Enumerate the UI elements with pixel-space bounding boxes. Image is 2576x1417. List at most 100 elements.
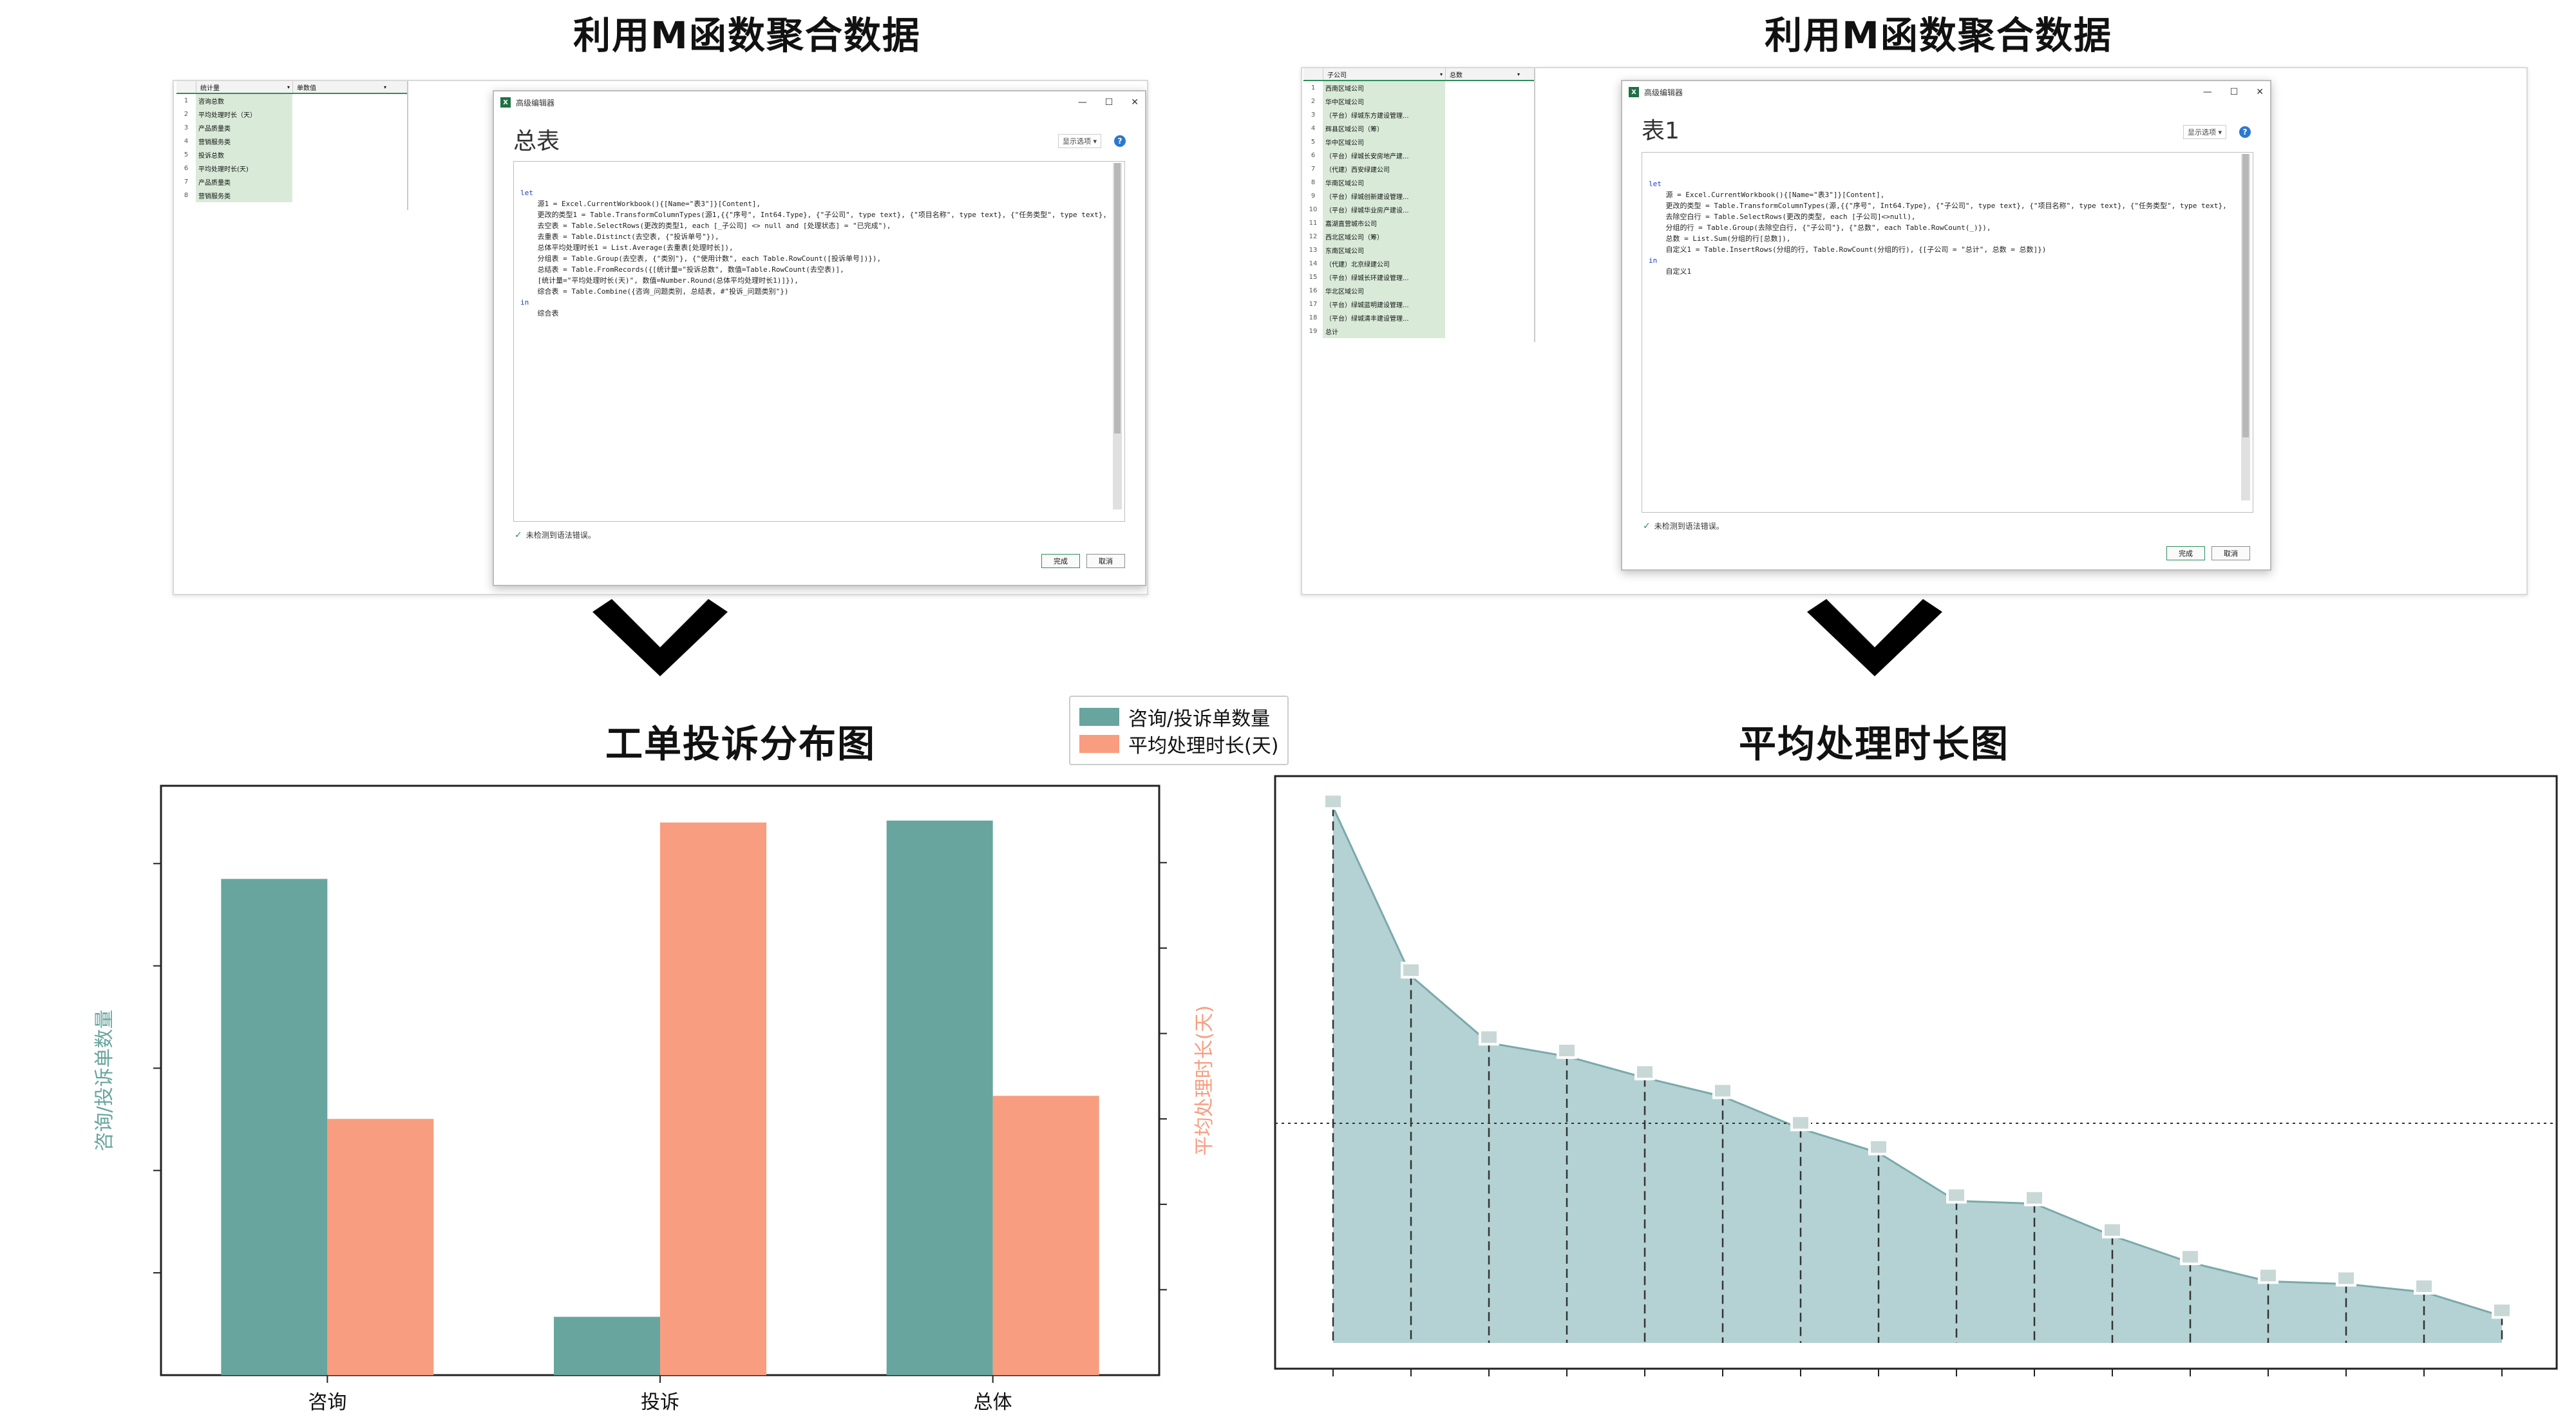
done-button[interactable]: 完成 xyxy=(1041,554,1080,568)
table-cell[interactable] xyxy=(1445,230,1522,243)
table-row[interactable]: 17 （平台）绿城蓝明建设管理... xyxy=(1303,298,1534,311)
table-cell[interactable]: （平台）绿城东方建设管理... xyxy=(1323,108,1445,122)
table-row[interactable]: 5 投诉总数 xyxy=(176,148,407,162)
help-icon[interactable]: ? xyxy=(1114,135,1126,147)
table-row[interactable]: 7 产品质量类 xyxy=(176,175,407,189)
table-cell[interactable]: 营销服务类 xyxy=(196,189,292,202)
table-cell[interactable]: 平均处理时长(天) xyxy=(196,162,292,175)
table-row[interactable]: 14 （代建）北京绿建公司 xyxy=(1303,257,1534,271)
table-row[interactable]: 13 东南区域公司 xyxy=(1303,243,1534,257)
column-header[interactable]: 单数值 ▾ xyxy=(292,81,389,93)
table-cell[interactable]: 辉县区域公司（筹） xyxy=(1323,122,1445,135)
table-cell[interactable] xyxy=(1445,311,1522,325)
table-cell[interactable] xyxy=(292,121,389,135)
table-cell[interactable] xyxy=(1445,203,1522,216)
close-icon[interactable]: ✕ xyxy=(1131,97,1139,108)
code-editor[interactable]: let 源1 = Excel.CurrentWorkbook(){[Name="… xyxy=(513,161,1125,522)
table-cell[interactable]: 西南区域公司 xyxy=(1323,81,1445,95)
table-cell[interactable]: （代建）北京绿建公司 xyxy=(1323,257,1445,271)
table-cell[interactable]: 华中区域公司 xyxy=(1323,135,1445,149)
table-row[interactable]: 9 （平台）绿城创新建设管理... xyxy=(1303,189,1534,203)
table-row[interactable]: 7 （代建）西安绿建公司 xyxy=(1303,162,1534,176)
table-cell[interactable] xyxy=(1445,122,1522,135)
column-header[interactable]: 统计量 ▾ xyxy=(196,81,292,93)
column-header[interactable]: 子公司 ▾ xyxy=(1323,68,1445,80)
table-cell[interactable] xyxy=(1445,216,1522,230)
table-row[interactable]: 8 华南区域公司 xyxy=(1303,176,1534,189)
table-cell[interactable]: （平台）绿城清丰建设管理... xyxy=(1323,311,1445,325)
table-cell[interactable]: 投诉总数 xyxy=(196,148,292,162)
table-row[interactable]: 4 营销服务类 xyxy=(176,135,407,148)
table-cell[interactable] xyxy=(1445,298,1522,311)
table-cell[interactable]: 华中区域公司 xyxy=(1323,95,1445,108)
display-options-dropdown[interactable]: 显示选项 ▾ xyxy=(2183,125,2226,139)
scrollbar[interactable] xyxy=(2241,154,2250,500)
table-row[interactable]: 1 咨询总数 xyxy=(176,94,407,108)
table-row[interactable]: 5 华中区域公司 xyxy=(1303,135,1534,149)
help-icon[interactable]: ? xyxy=(2239,126,2251,138)
table-cell[interactable]: （平台）绿城华业房产建设... xyxy=(1323,203,1445,216)
table-row[interactable]: 12 西北区域公司（筹） xyxy=(1303,230,1534,243)
table-row[interactable]: 10 （平台）绿城华业房产建设... xyxy=(1303,203,1534,216)
table-cell[interactable] xyxy=(1445,108,1522,122)
table-cell[interactable]: 咨询总数 xyxy=(196,94,292,108)
table-cell[interactable] xyxy=(292,189,389,202)
table-cell[interactable]: 产品质量类 xyxy=(196,121,292,135)
table-cell[interactable]: 西北区域公司（筹） xyxy=(1323,230,1445,243)
cancel-button[interactable]: 取消 xyxy=(1086,554,1125,568)
scrollbar[interactable] xyxy=(1113,163,1122,509)
table-cell[interactable]: 总计 xyxy=(1323,325,1445,338)
table-cell[interactable] xyxy=(292,148,389,162)
table-cell[interactable]: 华北区域公司 xyxy=(1323,284,1445,298)
table-row[interactable]: 8 营销服务类 xyxy=(176,189,407,202)
table-cell[interactable] xyxy=(1445,271,1522,284)
table-row[interactable]: 4 辉县区域公司（筹） xyxy=(1303,122,1534,135)
code-editor[interactable]: let 源 = Excel.CurrentWorkbook(){[Name="表… xyxy=(1642,152,2253,513)
table-cell[interactable] xyxy=(1445,243,1522,257)
cancel-button[interactable]: 取消 xyxy=(2211,546,2250,560)
table-row[interactable]: 2 华中区域公司 xyxy=(1303,95,1534,108)
maximize-icon[interactable]: ☐ xyxy=(2230,87,2239,97)
table-cell[interactable] xyxy=(1445,284,1522,298)
table-cell[interactable] xyxy=(1445,189,1522,203)
table-cell[interactable] xyxy=(1445,257,1522,271)
table-cell[interactable] xyxy=(1445,81,1522,95)
maximize-icon[interactable]: ☐ xyxy=(1104,97,1113,108)
table-cell[interactable] xyxy=(1445,135,1522,149)
table-cell[interactable] xyxy=(1445,162,1522,176)
table-row[interactable]: 19 总计 xyxy=(1303,325,1534,338)
close-icon[interactable]: ✕ xyxy=(2256,87,2264,97)
table-row[interactable]: 3 产品质量类 xyxy=(176,121,407,135)
table-cell[interactable]: （平台）绿城长安房地产建... xyxy=(1323,149,1445,162)
table-cell[interactable] xyxy=(292,108,389,121)
table-cell[interactable] xyxy=(292,162,389,175)
table-cell[interactable]: 产品质量类 xyxy=(196,175,292,189)
table-cell[interactable] xyxy=(1445,95,1522,108)
table-cell[interactable]: 嘉湖直营城市公司 xyxy=(1323,216,1445,230)
table-cell[interactable] xyxy=(1445,176,1522,189)
table-cell[interactable]: 营销服务类 xyxy=(196,135,292,148)
table-cell[interactable]: （平台）绿城长环建设管理... xyxy=(1323,271,1445,284)
table-cell[interactable] xyxy=(292,135,389,148)
table-cell[interactable]: 东南区域公司 xyxy=(1323,243,1445,257)
table-row[interactable]: 6 （平台）绿城长安房地产建... xyxy=(1303,149,1534,162)
table-cell[interactable]: （平台）绿城创新建设管理... xyxy=(1323,189,1445,203)
minimize-icon[interactable]: — xyxy=(2202,87,2212,97)
column-header[interactable]: 总数 ▾ xyxy=(1445,68,1522,80)
table-row[interactable]: 3 （平台）绿城东方建设管理... xyxy=(1303,108,1534,122)
minimize-icon[interactable]: — xyxy=(1077,97,1087,108)
table-cell[interactable] xyxy=(292,175,389,189)
table-cell[interactable]: 平均处理时长（天） xyxy=(196,108,292,121)
table-row[interactable]: 18 （平台）绿城清丰建设管理... xyxy=(1303,311,1534,325)
table-row[interactable]: 2 平均处理时长（天） xyxy=(176,108,407,121)
table-row[interactable]: 6 平均处理时长(天) xyxy=(176,162,407,175)
display-options-dropdown[interactable]: 显示选项 ▾ xyxy=(1057,134,1101,148)
table-row[interactable]: 1 西南区域公司 xyxy=(1303,81,1534,95)
table-cell[interactable] xyxy=(292,94,389,108)
table-row[interactable]: 16 华北区域公司 xyxy=(1303,284,1534,298)
table-cell[interactable] xyxy=(1445,149,1522,162)
table-cell[interactable] xyxy=(1445,325,1522,338)
table-cell[interactable]: 华南区域公司 xyxy=(1323,176,1445,189)
table-cell[interactable]: （平台）绿城蓝明建设管理... xyxy=(1323,298,1445,311)
table-row[interactable]: 15 （平台）绿城长环建设管理... xyxy=(1303,271,1534,284)
